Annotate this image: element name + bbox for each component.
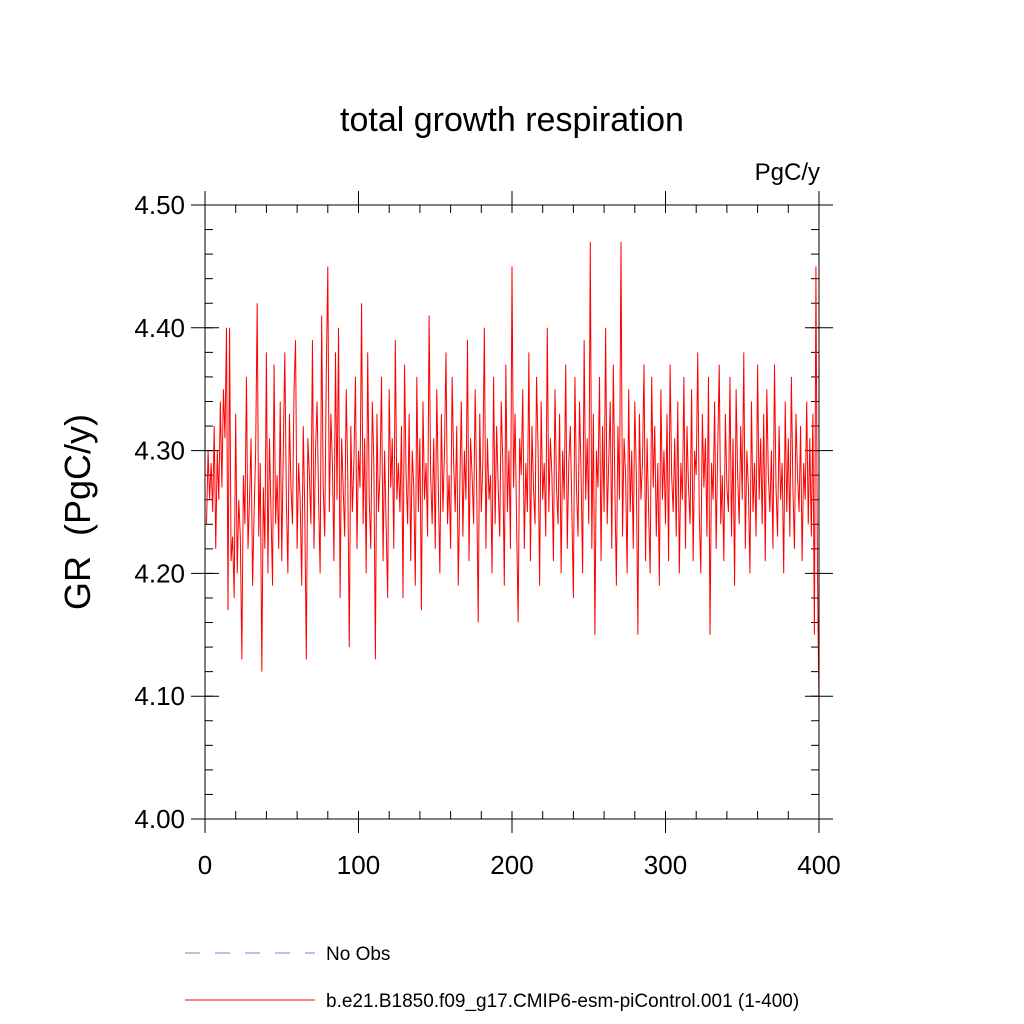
x-tick-label: 400 — [797, 850, 840, 880]
y-axis-label: GR (PgC/y) — [57, 414, 98, 610]
units-label: PgC/y — [755, 159, 820, 186]
legend: No Obs b.e21.B1850.f09_g17.CMIP6-esm-piC… — [185, 944, 799, 1012]
plot-area — [204, 204, 820, 820]
legend-label-model: b.e21.B1850.f09_g17.CMIP6-esm-piControl.… — [326, 991, 799, 1012]
y-tick-label: 4.40 — [134, 313, 185, 343]
plot-frame — [204, 204, 820, 820]
y-tick-label: 4.50 — [134, 190, 185, 220]
x-tick-labels: 0 100 200 300 400 — [198, 850, 841, 880]
series-line-model — [206, 241, 820, 709]
y-tick-label: 4.10 — [134, 681, 185, 711]
y-tick-label: 4.20 — [134, 558, 185, 588]
y-tick-label: 4.30 — [134, 436, 185, 466]
y-tick-label: 4.00 — [134, 804, 185, 834]
legend-label-no-obs: No Obs — [326, 944, 390, 965]
chart-title: total growth respiration — [340, 101, 684, 139]
x-tick-label: 200 — [490, 850, 533, 880]
x-tick-label: 0 — [198, 850, 212, 880]
x-tick-label: 100 — [337, 850, 380, 880]
x-tick-label: 300 — [644, 850, 687, 880]
y-tick-labels: 4.00 4.10 4.20 4.30 4.40 4.50 — [134, 190, 185, 834]
